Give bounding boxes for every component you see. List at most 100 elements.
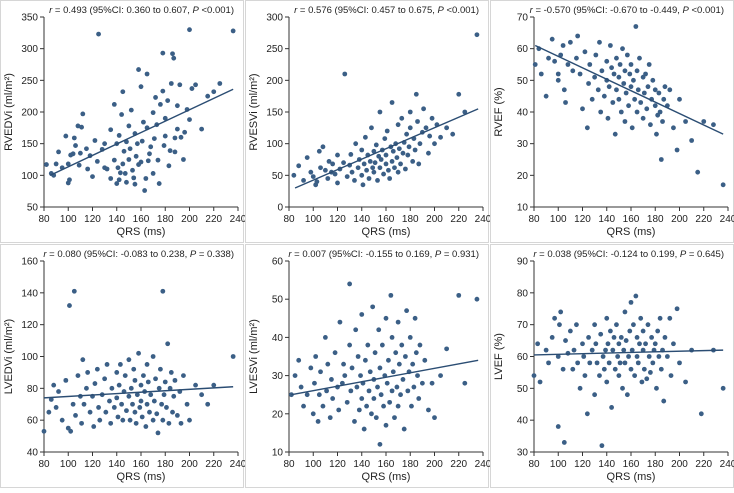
data-point [67,177,72,182]
y-tick-label: 50 [27,203,39,214]
data-point [173,136,178,141]
data-point [134,421,139,426]
data-point [661,97,666,102]
data-point [590,348,595,353]
y-tick-label: 20 [272,409,284,420]
data-point [663,84,668,89]
data-point [116,165,121,170]
data-point [550,335,555,340]
data-point [135,141,140,146]
data-point [390,388,395,393]
data-point [689,138,694,143]
data-point [677,97,682,102]
data-point [614,322,619,327]
y-axis-label: LVEF (%) [493,333,505,380]
data-point [384,423,389,428]
data-point [128,146,133,151]
x-tick-label: 180 [647,214,664,225]
data-point [671,125,676,130]
data-point [561,367,566,372]
data-point [311,174,316,179]
data-point [162,143,167,148]
data-point [450,132,455,137]
x-tick-label: 220 [450,214,467,225]
data-point [139,160,144,165]
data-point [629,84,634,89]
data-point [145,402,150,407]
data-point [159,402,164,407]
data-point [601,354,606,359]
data-point [391,369,396,374]
y-tick-label: 150 [21,139,38,150]
x-tick-label: 140 [108,459,125,470]
data-point [108,176,113,181]
data-point [583,49,588,54]
data-point [430,381,435,386]
y-tick-label: 50 [517,384,529,395]
y-tick-label: 40 [517,416,529,427]
data-point [352,178,357,183]
data-point [156,158,161,163]
data-point [665,354,670,359]
data-point [659,157,664,162]
data-point [381,404,386,409]
data-point [398,162,403,167]
data-point [399,116,404,121]
data-point [317,149,322,154]
data-point [358,373,363,378]
data-point [396,170,401,175]
data-point [146,380,151,385]
data-point [63,378,68,383]
y-tick-label: 120 [21,320,38,331]
data-point [170,51,175,56]
data-point [152,399,157,404]
data-point [156,431,161,436]
data-point [647,62,652,67]
data-point [369,125,374,130]
data-point [629,367,634,372]
data-point [187,418,192,423]
data-point [170,410,175,415]
data-point [369,411,374,416]
data-point [410,362,415,367]
data-point [444,346,449,351]
data-point [141,373,146,378]
data-point [80,357,85,362]
data-point [653,87,658,92]
y-tick-label: 60 [517,44,529,55]
x-tick-label: 240 [475,214,492,225]
data-point [648,122,653,127]
data-point [140,415,145,420]
data-point [575,360,580,365]
data-point [380,343,385,348]
data-point [587,62,592,67]
data-point [644,106,649,111]
data-point [401,151,406,156]
data-point [699,411,704,416]
data-point [637,341,642,346]
data-point [616,373,621,378]
x-tick-label: 120 [329,459,346,470]
data-point [108,127,113,132]
data-point [608,43,613,48]
x-tick-label: 240 [230,214,247,225]
data-point [533,62,538,67]
annotation-text: = 0.038 (95%CI: -0.124 to 0.199, [537,249,680,260]
data-point [158,102,163,107]
data-point [663,335,668,340]
data-point [126,157,131,162]
data-point [378,442,383,447]
data-point [347,282,352,287]
data-point [414,350,419,355]
data-point [585,411,590,416]
data-point [139,399,144,404]
y-axis-label: LVESVi (ml/m²) [248,319,260,394]
data-point [456,92,461,97]
data-point [580,341,585,346]
data-point [456,293,461,298]
data-point [638,100,643,105]
data-point [211,383,216,388]
data-point [160,89,165,94]
data-point [600,443,605,448]
